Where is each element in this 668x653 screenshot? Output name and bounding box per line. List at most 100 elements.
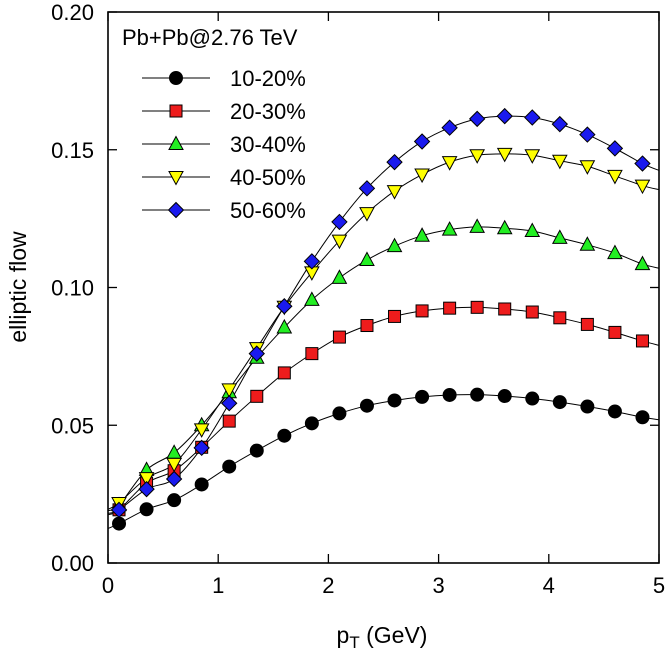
data-point: [250, 389, 264, 403]
data-point: [414, 168, 430, 184]
x-tick-label: 0: [102, 573, 114, 598]
data-point: [470, 387, 485, 402]
data-point: [248, 345, 265, 362]
legend: 10-20% 20-30% 30-40% 40-50% 50-60%: [142, 66, 306, 223]
data-point: [277, 366, 291, 380]
data-point: [525, 391, 540, 406]
tick-labels: 0 1 2 3 4 5 0.00 0.05 0.10 0.15 0.20: [51, 0, 665, 598]
series-lines: [107, 115, 660, 530]
x-axis-label-unit: (GeV): [360, 622, 428, 648]
legend-item: 40-50%: [142, 165, 306, 190]
data-point: [386, 237, 403, 253]
series-line-4: [107, 115, 660, 514]
data-point: [359, 398, 374, 413]
data-point: [634, 179, 651, 195]
data-point: [634, 255, 651, 271]
legend-label: 10-20%: [230, 66, 306, 91]
series-markers: [110, 107, 651, 531]
data-point: [221, 395, 238, 412]
data-point: [441, 221, 458, 236]
legend-label: 30-40%: [230, 132, 306, 157]
data-point: [580, 317, 594, 331]
data-point: [441, 156, 458, 171]
data-point: [579, 160, 596, 175]
legend-item: 30-40%: [142, 132, 306, 157]
legend-marker: [168, 171, 184, 186]
data-point: [331, 234, 348, 250]
data-point: [222, 414, 236, 428]
series-line-2: [107, 226, 660, 512]
y-tick-label: 0.00: [51, 551, 94, 576]
data-point: [607, 404, 622, 419]
data-point: [303, 253, 321, 270]
data-point: [360, 319, 374, 333]
data-point: [166, 444, 182, 459]
data-point: [524, 149, 541, 164]
data-point: [415, 304, 429, 318]
y-tick-label: 0.10: [51, 276, 94, 301]
data-point: [524, 222, 541, 238]
data-point: [358, 180, 376, 197]
plot-frame: [107, 11, 660, 564]
data-point: [441, 119, 458, 136]
data-point: [607, 244, 623, 260]
data-point: [524, 109, 541, 126]
data-point: [498, 302, 512, 316]
data-point: [332, 330, 346, 344]
axis-ticks: [107, 11, 660, 564]
data-point: [277, 428, 292, 443]
data-point: [551, 115, 569, 133]
data-point: [414, 227, 430, 242]
y-tick-label: 0.20: [51, 0, 94, 25]
data-point: [469, 218, 486, 233]
data-point: [222, 459, 237, 474]
data-point: [276, 318, 293, 334]
series-line-3: [107, 153, 660, 510]
y-tick-label: 0.15: [51, 138, 94, 163]
data-point: [387, 393, 402, 408]
data-point: [496, 107, 513, 125]
series-line-1: [107, 306, 660, 516]
data-point: [166, 457, 182, 473]
data-point: [470, 300, 484, 314]
data-point: [551, 154, 568, 170]
data-point: [413, 133, 431, 150]
data-point: [525, 305, 539, 319]
data-point: [635, 410, 650, 425]
legend-item: 20-30%: [142, 99, 306, 124]
data-point: [552, 395, 567, 410]
data-point: [579, 236, 596, 251]
x-tick-label: 5: [653, 573, 665, 598]
data-point: [442, 387, 457, 402]
data-point: [304, 416, 319, 431]
chart-annotation: Pb+Pb@2.76 TeV: [122, 25, 298, 50]
data-point: [305, 347, 319, 361]
legend-item: 10-20%: [142, 66, 306, 91]
data-point: [193, 423, 210, 438]
y-axis-label: elliptic flow: [5, 231, 31, 343]
data-point: [607, 169, 623, 185]
data-point: [165, 470, 183, 488]
x-tick-label: 4: [543, 573, 555, 598]
data-point: [468, 110, 486, 128]
legend-marker: [169, 104, 183, 118]
data-point: [496, 219, 513, 235]
data-point: [359, 251, 375, 266]
data-point: [634, 155, 651, 172]
x-tick-label: 1: [212, 573, 224, 598]
data-point: [221, 383, 238, 398]
legend-label: 20-30%: [230, 99, 306, 124]
data-point: [304, 291, 320, 306]
data-point: [194, 477, 209, 492]
series-line-0: [107, 394, 660, 530]
data-point: [635, 334, 649, 348]
legend-item: 50-60%: [142, 198, 306, 223]
data-point: [388, 309, 402, 323]
x-tick-label: 3: [432, 573, 444, 598]
data-point: [386, 185, 403, 200]
data-point: [580, 399, 595, 414]
data-point: [112, 516, 127, 531]
data-point: [249, 443, 264, 458]
data-point: [167, 493, 182, 508]
